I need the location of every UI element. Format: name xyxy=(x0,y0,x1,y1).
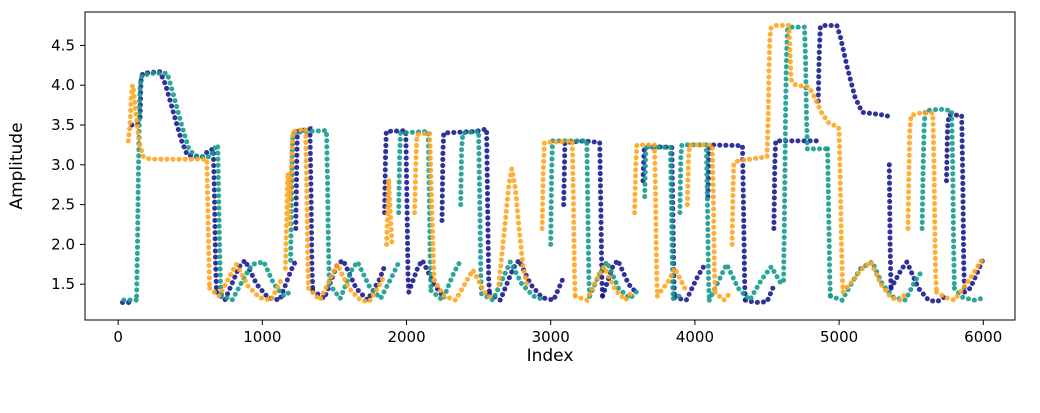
x-tick-label: 1000 xyxy=(243,328,281,346)
series-navy-points xyxy=(888,256,949,305)
series-orange-points xyxy=(207,259,284,303)
y-axis-label: Amplitude xyxy=(7,122,27,209)
y-tick-label: 2.5 xyxy=(51,196,75,214)
series-navy-points xyxy=(742,285,776,306)
series-teal-points xyxy=(479,256,548,304)
plot-border xyxy=(84,11,1016,321)
x-tick-label: 5000 xyxy=(820,328,858,346)
series-orange-points xyxy=(412,130,437,283)
series-navy-points xyxy=(672,264,707,303)
series-navy-points xyxy=(382,127,412,295)
series-orange-points xyxy=(384,178,395,247)
series-teal-points xyxy=(396,128,434,294)
series-teal-points xyxy=(919,106,957,291)
y-tick-label: 2.0 xyxy=(51,235,75,253)
series-teal-points xyxy=(218,259,293,304)
x-tick-label: 2000 xyxy=(387,328,425,346)
series-orange-points xyxy=(288,125,311,291)
series-navy-points xyxy=(439,125,493,297)
y-tick-label: 3.5 xyxy=(51,116,75,134)
x-tick-label: 6000 xyxy=(964,328,1002,346)
series-teal-points xyxy=(428,259,463,305)
series-orange-points xyxy=(539,138,578,299)
series-navy-points xyxy=(815,23,892,120)
series-navy-points xyxy=(561,138,606,299)
series-orange-points xyxy=(496,168,531,291)
y-tick-label: 3.0 xyxy=(51,156,75,174)
series-navy-points xyxy=(214,255,298,305)
series-orange-points xyxy=(712,289,734,304)
series-navy-points xyxy=(406,255,444,297)
series-teal-points xyxy=(642,144,676,301)
series-orange-points xyxy=(729,23,846,295)
series-navy-points xyxy=(487,255,565,304)
y-tick-label: 1.5 xyxy=(51,275,75,293)
x-axis-label: Index xyxy=(527,346,574,366)
x-tick-label: 0 xyxy=(113,328,123,346)
series-orange-points xyxy=(306,258,388,305)
series-teal-points xyxy=(825,146,833,299)
series-orange-points xyxy=(840,257,910,303)
series-orange-points xyxy=(282,172,293,271)
series-orange-points xyxy=(572,261,636,304)
series-orange-points xyxy=(632,142,660,299)
series-orange-points xyxy=(684,142,718,295)
series-navy-points xyxy=(944,112,967,295)
series-navy-points xyxy=(293,125,316,294)
series-navy-points xyxy=(886,162,894,291)
plot-area: 0 1000 2000 3000 4000 5000 6000 1.5 2.0 2.5 3.0 3.5… xyxy=(51,11,1016,346)
series-teal-points xyxy=(548,138,593,299)
series-orange-points xyxy=(431,264,496,304)
y-tick-label: 4.0 xyxy=(51,76,75,94)
series-teal-points xyxy=(951,285,985,303)
series-orange-points xyxy=(654,262,688,299)
series-teal-points xyxy=(670,293,682,301)
series-teal-points xyxy=(706,258,784,305)
series-teal-points xyxy=(677,142,712,303)
series-navy-points xyxy=(771,138,820,231)
series-orange-points xyxy=(905,110,940,295)
series-navy-points xyxy=(705,142,748,303)
x-tick-label: 4000 xyxy=(676,328,714,346)
x-tick-label: 3000 xyxy=(532,328,570,346)
series-orange-points xyxy=(125,77,213,291)
series-orange-points xyxy=(934,257,985,303)
series-teal-points xyxy=(458,128,484,297)
series-teal-points xyxy=(326,257,401,304)
y-tick-label: 4.5 xyxy=(51,36,75,54)
